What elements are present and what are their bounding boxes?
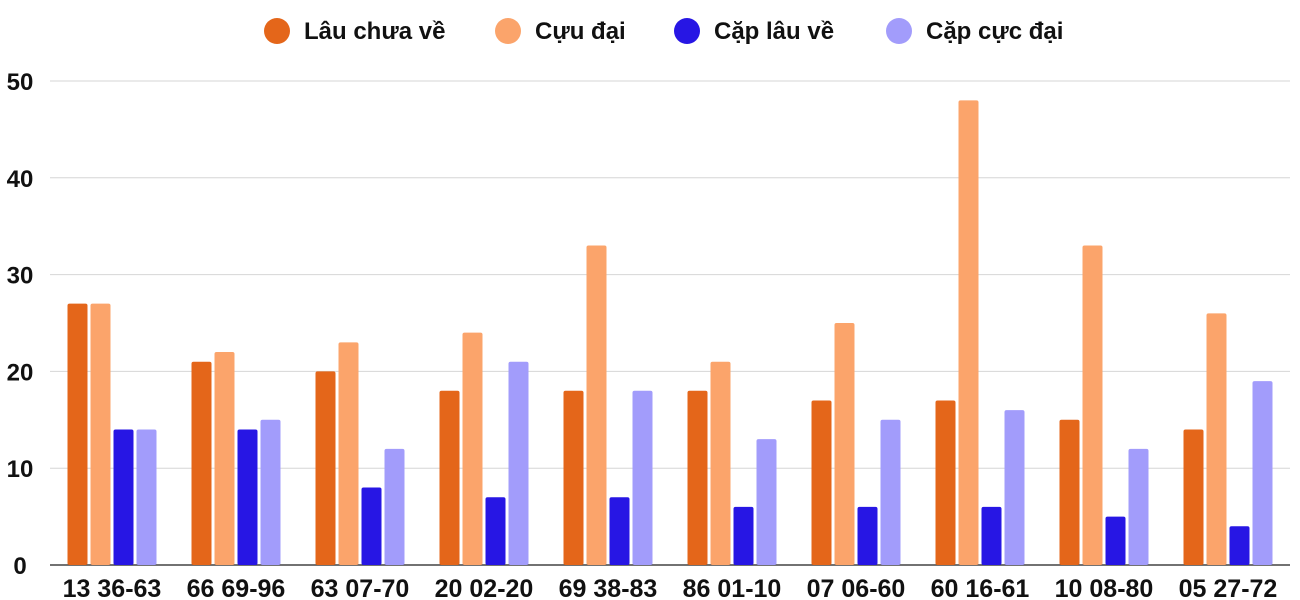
y-tick-label: 10 [7,456,34,483]
bar [1206,313,1227,565]
bar [1128,448,1149,565]
x-tick-label: 63 07-70 [311,575,410,600]
bar [609,497,630,565]
legend-label: Cặp cực đại [926,18,1063,45]
bar [113,429,134,565]
bar [1229,526,1250,565]
y-tick-label: 20 [7,359,34,386]
x-axis-labels: 13 36-63 66 69-96 63 07-70 20 02-20 69 38-83… [63,575,1278,600]
x-tick-label: 10 08-80 [1055,575,1154,600]
x-tick-label: 60 16-61 [931,575,1030,600]
bar [191,361,212,565]
bar [733,506,754,565]
bar [508,361,529,565]
x-tick-label: 86 01-10 [683,575,782,600]
x-tick-label: 07 06-60 [807,575,906,600]
legend-item: Lâu chưa về [264,18,445,45]
legend: Lâu chưa về Cựu đại Cặp lâu về Cặp cực đại [264,18,1063,45]
legend-swatch [886,18,912,44]
legend-item: Cặp lâu về [674,18,834,45]
bar [687,390,708,565]
bar [935,400,956,565]
bar [857,506,878,565]
bar [439,390,460,565]
bar [632,390,653,565]
legend-item: Cặp cực đại [886,18,1063,45]
bar [1082,245,1103,565]
bar [67,303,88,565]
bar [958,100,979,566]
bar [485,497,506,565]
y-tick-label: 40 [7,166,34,193]
bar [462,332,483,565]
bar [90,303,111,565]
bar [811,400,832,565]
x-tick-label: 66 69-96 [187,575,286,600]
bar [1105,516,1126,565]
y-tick-label: 0 [13,553,26,580]
bar [586,245,607,565]
y-tick-label: 50 [7,69,34,96]
gridlines [50,80,1290,566]
bar [214,352,235,565]
x-tick-label: 20 02-20 [435,575,534,600]
bar [710,361,731,565]
bar [834,323,855,565]
bar [136,429,157,565]
legend-item: Cựu đại [495,18,626,45]
legend-label: Lâu chưa về [304,18,445,45]
bar [1004,410,1025,565]
bar [361,487,382,565]
x-tick-label: 69 38-83 [559,575,658,600]
y-axis-ticks: 0 10 20 30 40 50 [7,69,34,580]
y-tick-label: 30 [7,263,34,290]
bar [1059,419,1080,565]
legend-swatch [264,18,290,44]
legend-swatch [495,18,521,44]
x-tick-label: 13 36-63 [63,575,162,600]
bar [237,429,258,565]
bar [880,419,901,565]
bar [756,439,777,565]
x-tick-label: 05 27-72 [1179,575,1278,600]
bar [981,506,1002,565]
bar [260,419,281,565]
bar [315,371,336,565]
bar [338,342,359,565]
bar [563,390,584,565]
legend-swatch [674,18,700,44]
bar [1183,429,1204,565]
legend-label: Cựu đại [535,18,626,45]
bars [67,100,1273,566]
legend-label: Cặp lâu về [714,18,834,45]
bar [384,448,405,565]
bar [1252,381,1273,565]
